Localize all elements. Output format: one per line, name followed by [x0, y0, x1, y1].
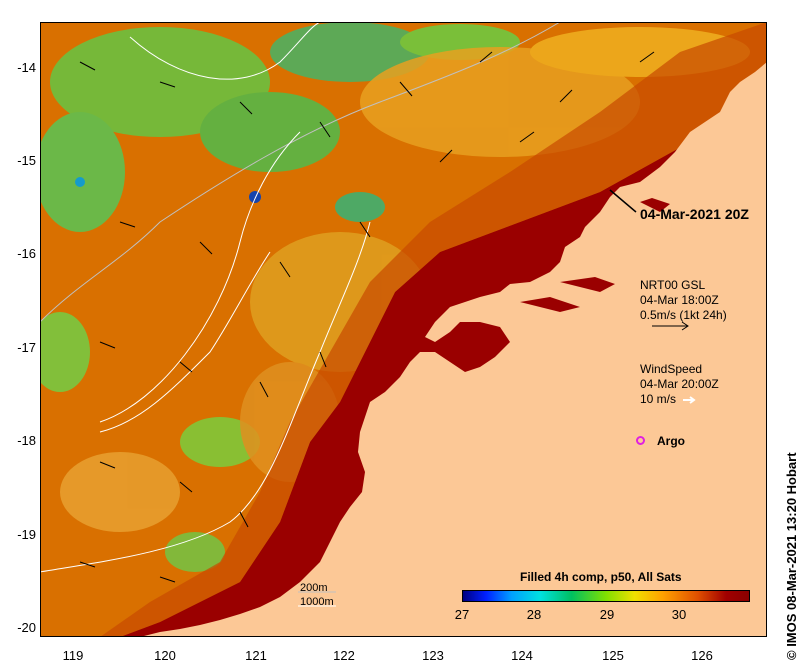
colorbar-tick: 27 [454, 607, 470, 622]
current-vectors [79, 51, 655, 583]
imos-credit: © IMOS 08-Mar-2021 13:20 Hobart [784, 452, 799, 660]
y-tick-label: -18 [17, 433, 36, 448]
current-scale-arrow [652, 321, 689, 331]
x-tick-label: 123 [422, 648, 444, 663]
y-tick-label: -20 [17, 620, 36, 635]
argo-label: Argo [657, 434, 685, 448]
sst-map [40, 22, 767, 637]
current-scale: 0.5m/s (1kt 24h) [640, 308, 727, 322]
x-tick-label: 124 [511, 648, 533, 663]
wind-scale-arrow [683, 396, 696, 404]
bathymetry-contours [40, 22, 561, 573]
wind-title: WindSpeed [640, 362, 703, 376]
x-tick-label: 120 [154, 648, 176, 663]
colorbar-tick: 28 [526, 607, 542, 622]
land-mass [140, 62, 767, 637]
wind-scale: 10 m/s [640, 392, 677, 406]
x-tick-label: 126 [691, 648, 713, 663]
contour-1000m-label: 1000m [300, 596, 334, 608]
y-tick-label: -15 [17, 153, 36, 168]
contour-200m-label: 200m [300, 582, 328, 594]
argo-marker-icon [636, 436, 645, 445]
timestamp-pointer [609, 189, 637, 213]
current-time: 04-Mar 18:00Z [640, 293, 719, 307]
colorbar [462, 590, 750, 602]
contour-legend: 200m 1000m [300, 581, 334, 609]
contour-200m [40, 22, 561, 323]
y-tick-label: -19 [17, 527, 36, 542]
wind-legend: WindSpeed 04-Mar 20:00Z 10 m/s [640, 362, 719, 407]
current-source: NRT00 GSL [640, 278, 706, 292]
y-tick-label: -14 [17, 60, 36, 75]
x-tick-label: 125 [602, 648, 624, 663]
y-tick-label: -16 [17, 246, 36, 261]
contour-1000m [40, 22, 371, 573]
wind-time: 04-Mar 20:00Z [640, 377, 719, 391]
coastline-detail [520, 198, 670, 312]
warm-transition-band [100, 22, 767, 637]
colorbar-tick: 30 [671, 607, 687, 622]
colorbar-title: Filled 4h comp, p50, All Sats [520, 570, 682, 584]
map-timestamp: 04-Mar-2021 20Z [640, 206, 749, 222]
x-tick-label: 119 [62, 648, 84, 663]
y-tick-label: -17 [17, 340, 36, 355]
colorbar-tick: 29 [599, 607, 615, 622]
current-legend: NRT00 GSL 04-Mar 18:00Z 0.5m/s (1kt 24h) [640, 278, 727, 323]
x-tick-label: 122 [333, 648, 355, 663]
map-frame [40, 22, 767, 637]
x-tick-label: 121 [245, 648, 267, 663]
